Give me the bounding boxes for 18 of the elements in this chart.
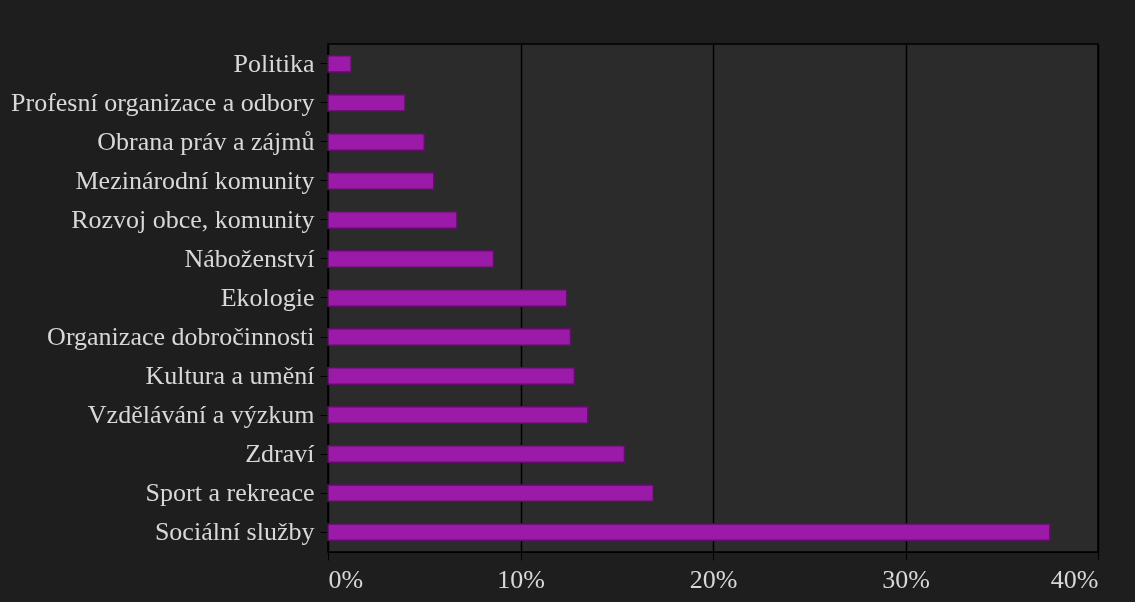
- y-tick-label: Kultura a umění: [145, 361, 315, 391]
- x-tick-label: 20%: [689, 564, 738, 594]
- x-tick-label: 40%: [1050, 564, 1099, 594]
- x-tick-label: 10%: [497, 564, 545, 594]
- y-tick-label: Obrana práv a zájmů: [97, 126, 315, 156]
- y-tick-label: Vzdělávání a výzkum: [87, 400, 315, 430]
- y-tick-label: Rozvoj obce, komunity: [71, 204, 315, 234]
- y-tick-label: Politika: [233, 48, 315, 78]
- y-tick-label: Profesní organizace a odbory: [11, 87, 315, 117]
- y-tick-label: Organizace dobročinnosti: [47, 322, 315, 352]
- y-tick-label: Zdraví: [245, 439, 315, 469]
- y-tick-label: Náboženství: [184, 243, 315, 273]
- x-tick-label: 30%: [882, 564, 930, 594]
- y-tick-label: Sociální služby: [154, 517, 315, 547]
- y-tick-label: Sport a rekreace: [145, 478, 315, 508]
- y-tick-label: Mezinárodní komunity: [75, 165, 315, 195]
- y-tick-label: Ekologie: [220, 283, 315, 312]
- x-tick-label: 0%: [328, 564, 364, 594]
